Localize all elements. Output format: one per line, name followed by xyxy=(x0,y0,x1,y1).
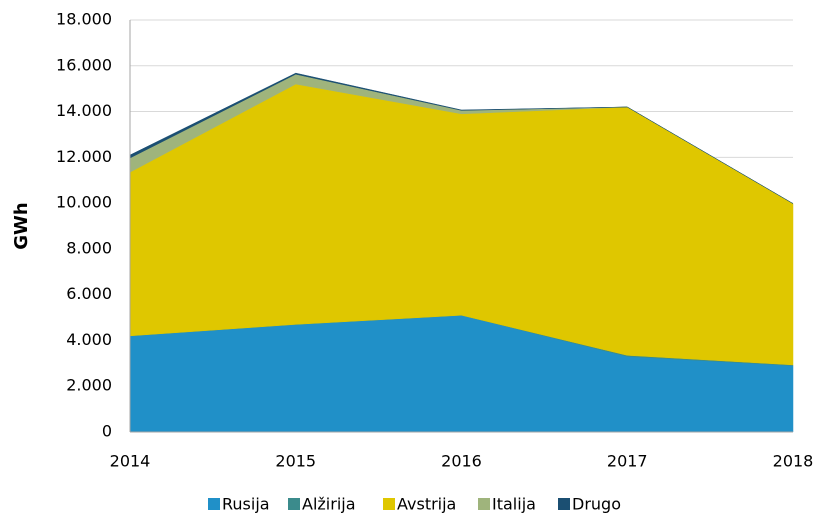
x-tick-label: 2015 xyxy=(275,452,316,471)
legend-label: Rusija xyxy=(222,495,270,514)
area xyxy=(129,72,794,204)
y-tick-label: 14.000 xyxy=(56,101,112,120)
x-tick-label: 2014 xyxy=(110,452,151,471)
legend-label: Italija xyxy=(492,495,536,514)
y-tick-label: 18.000 xyxy=(56,10,112,29)
y-tick-label: 8.000 xyxy=(66,238,112,257)
y-tick-label: 6.000 xyxy=(66,284,112,303)
legend-swatch xyxy=(288,498,300,510)
y-tick-label: 16.000 xyxy=(56,55,112,74)
legend-swatch xyxy=(478,498,490,510)
legend-label: Alžirija xyxy=(302,495,356,514)
legend-label: Drugo xyxy=(572,495,621,514)
x-tick-label: 2018 xyxy=(773,452,814,471)
y-tick-label: 0 xyxy=(102,422,112,441)
y-axis-label: GWh xyxy=(11,202,32,249)
legend-swatch xyxy=(383,498,395,510)
x-tick-label: 2017 xyxy=(607,452,648,471)
y-tick-label: 12.000 xyxy=(56,147,112,166)
y-tick-label: 2.000 xyxy=(66,376,112,395)
x-tick-label: 2016 xyxy=(441,452,482,471)
legend-swatch xyxy=(208,498,220,510)
legend-label: Avstrija xyxy=(397,495,456,514)
y-tick-label: 10.000 xyxy=(56,193,112,212)
legend-swatch xyxy=(558,498,570,510)
y-tick-label: 4.000 xyxy=(66,330,112,349)
